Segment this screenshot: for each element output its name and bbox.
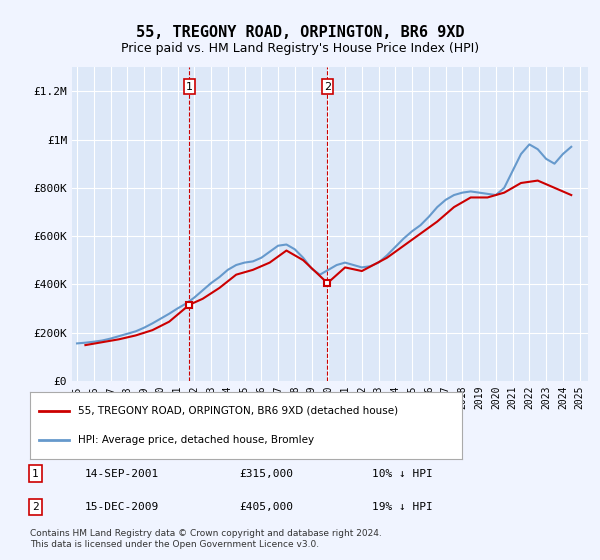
Text: 19% ↓ HPI: 19% ↓ HPI: [372, 502, 433, 512]
Text: 55, TREGONY ROAD, ORPINGTON, BR6 9XD: 55, TREGONY ROAD, ORPINGTON, BR6 9XD: [136, 25, 464, 40]
Text: 2: 2: [32, 502, 39, 512]
Text: 1: 1: [186, 82, 193, 92]
Text: Price paid vs. HM Land Registry's House Price Index (HPI): Price paid vs. HM Land Registry's House …: [121, 42, 479, 55]
Text: 15-DEC-2009: 15-DEC-2009: [85, 502, 160, 512]
Text: 10% ↓ HPI: 10% ↓ HPI: [372, 469, 433, 479]
Text: £405,000: £405,000: [240, 502, 294, 512]
Text: 55, TREGONY ROAD, ORPINGTON, BR6 9XD (detached house): 55, TREGONY ROAD, ORPINGTON, BR6 9XD (de…: [77, 406, 398, 416]
Text: £315,000: £315,000: [240, 469, 294, 479]
Text: 14-SEP-2001: 14-SEP-2001: [85, 469, 160, 479]
Text: HPI: Average price, detached house, Bromley: HPI: Average price, detached house, Brom…: [77, 435, 314, 445]
Text: 2: 2: [324, 82, 331, 92]
Text: 1: 1: [32, 469, 39, 479]
Text: Contains HM Land Registry data © Crown copyright and database right 2024.
This d: Contains HM Land Registry data © Crown c…: [30, 529, 382, 549]
